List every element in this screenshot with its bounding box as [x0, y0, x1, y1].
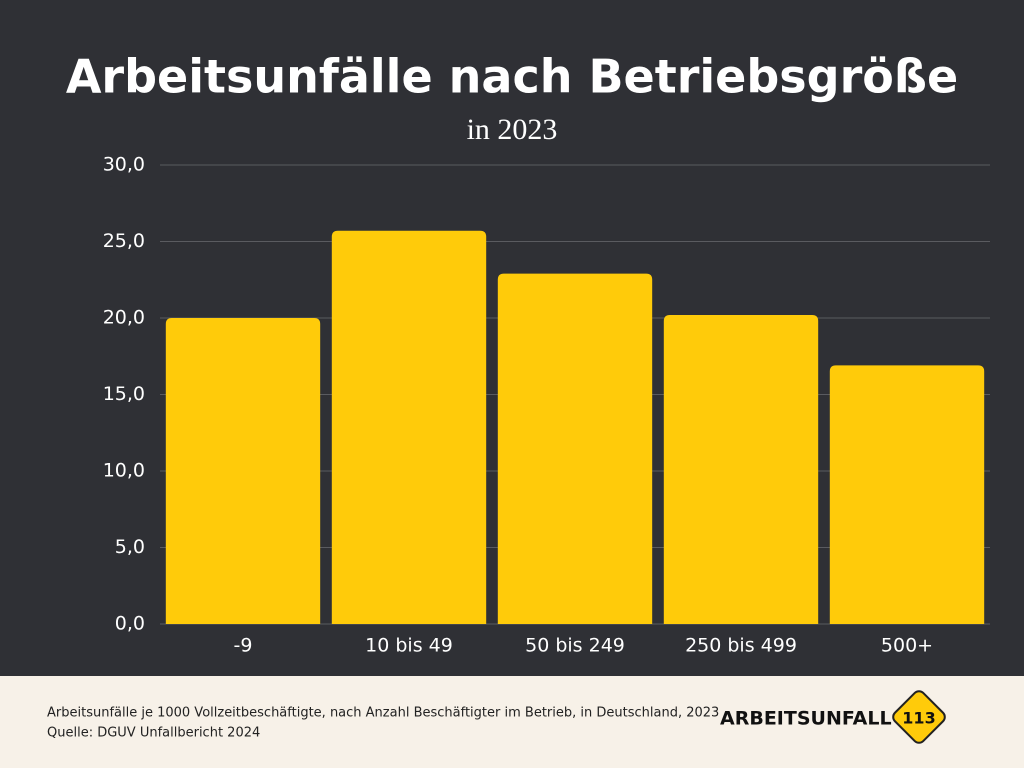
- chart-title: Arbeitsunfälle nach Betriebsgröße: [66, 50, 958, 104]
- x-tick-label: -9: [234, 635, 253, 657]
- bar: [497, 273, 653, 624]
- bar: [331, 230, 487, 625]
- x-tick-label: 250 bis 499: [685, 635, 797, 657]
- chart-subtitle: in 2023: [467, 113, 558, 146]
- brand: ARBEITSUNFALL: [720, 708, 892, 730]
- y-tick-label: 5,0: [115, 536, 145, 558]
- x-tick-label: 50 bis 249: [525, 635, 625, 657]
- x-tick-label: 500+: [881, 635, 933, 657]
- y-tick-label: 15,0: [103, 383, 145, 405]
- footer-source: Quelle: DGUV Unfallbericht 2024: [47, 726, 260, 741]
- y-tick-label: 20,0: [103, 307, 145, 329]
- footer-background: [0, 676, 1024, 768]
- y-tick-label: 10,0: [103, 460, 145, 482]
- bar: [829, 365, 985, 624]
- y-tick-label: 25,0: [103, 230, 145, 252]
- x-tick-label: 10 bis 49: [365, 635, 453, 657]
- y-tick-label: 30,0: [103, 154, 145, 176]
- y-tick-label: 0,0: [115, 613, 145, 635]
- bar: [165, 318, 321, 624]
- bar: [663, 314, 819, 624]
- badge: 113: [902, 709, 935, 728]
- footer-note: Arbeitsunfälle je 1000 Vollzeitbeschäfti…: [47, 706, 719, 721]
- badge-diamond: [892, 690, 946, 744]
